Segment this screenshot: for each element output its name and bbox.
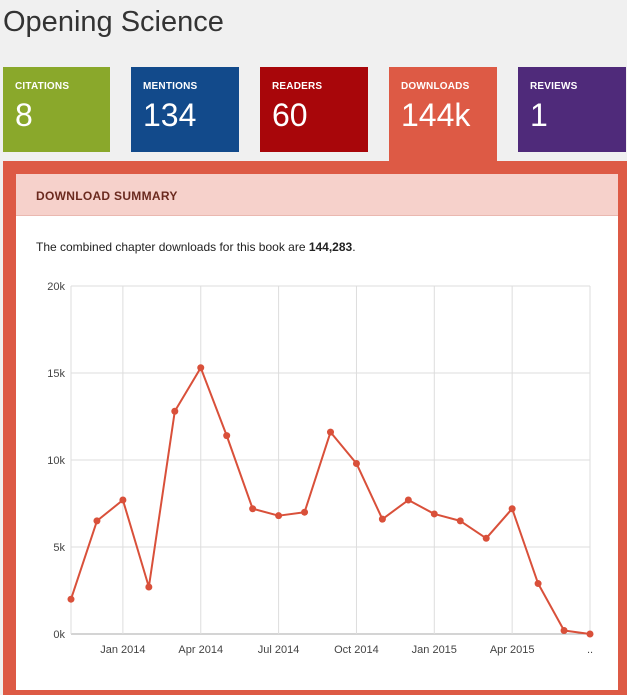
- data-point: [508, 505, 516, 513]
- x-tick-label: Jul 2014: [258, 644, 300, 656]
- data-point: [482, 534, 490, 542]
- data-point: [275, 512, 283, 520]
- x-tick-label: Apr 2014: [178, 644, 223, 656]
- data-point: [301, 508, 309, 516]
- data-point: [430, 510, 438, 518]
- downloads-tile[interactable]: DOWNLOADS 144k: [389, 67, 497, 167]
- summary-text-before: The combined chapter downloads for this …: [36, 240, 309, 254]
- mentions-label: MENTIONS: [143, 81, 198, 92]
- data-point: [378, 515, 386, 523]
- data-point: [352, 459, 360, 467]
- data-point: [534, 580, 542, 588]
- reviews-label: REVIEWS: [530, 81, 578, 92]
- y-tick-label: 15k: [47, 368, 65, 380]
- x-tick-label: ..: [587, 644, 593, 656]
- data-point: [586, 630, 594, 638]
- downloads-label: DOWNLOADS: [401, 81, 470, 92]
- data-point: [145, 583, 153, 591]
- citations-label: CITATIONS: [15, 81, 70, 92]
- citations-tile[interactable]: CITATIONS 8: [3, 67, 110, 152]
- data-point: [119, 496, 127, 504]
- data-point: [456, 517, 464, 525]
- download-summary-text: The combined chapter downloads for this …: [36, 240, 356, 254]
- reviews-value: 1: [530, 97, 548, 133]
- data-point: [223, 432, 231, 440]
- data-point: [197, 364, 205, 372]
- summary-total: 144,283: [308, 240, 353, 254]
- data-point: [249, 505, 257, 513]
- data-point: [327, 428, 334, 436]
- data-point: [171, 407, 179, 415]
- y-tick-label: 0k: [53, 629, 65, 641]
- download-summary-header: DOWNLOAD SUMMARY: [16, 174, 618, 216]
- downloads-value: 144k: [401, 97, 471, 133]
- data-point: [93, 517, 101, 525]
- download-summary-panel: DOWNLOAD SUMMARY The combined chapter do…: [3, 161, 627, 695]
- downloads-line-chart: 0k 5k 10k 15k 20k Jan 2014 Apr 2014 Jul 2014 Oct…: [47, 281, 594, 656]
- download-summary-heading: DOWNLOAD SUMMARY: [36, 189, 178, 203]
- x-tick-label: Jan 2014: [100, 644, 145, 656]
- summary-text-after: .: [352, 240, 356, 254]
- y-tick-label: 5k: [53, 542, 65, 554]
- x-tick-label: Jan 2015: [412, 644, 457, 656]
- mentions-value: 134: [143, 97, 197, 133]
- data-point: [404, 496, 412, 504]
- x-tick-label: Oct 2014: [334, 644, 379, 656]
- data-point: [560, 627, 568, 635]
- mentions-tile[interactable]: MENTIONS 134: [131, 67, 239, 152]
- citations-value: 8: [15, 97, 33, 133]
- y-tick-label: 10k: [47, 455, 65, 467]
- x-tick-label: Apr 2015: [490, 644, 535, 656]
- readers-label: READERS: [272, 81, 323, 92]
- y-tick-label: 20k: [47, 281, 65, 293]
- page-title: Opening Science: [3, 6, 224, 38]
- readers-value: 60: [272, 97, 308, 133]
- data-point: [67, 595, 75, 603]
- download-summary-content: DOWNLOAD SUMMARY The combined chapter do…: [16, 174, 618, 690]
- reviews-tile[interactable]: REVIEWS 1: [518, 67, 626, 152]
- readers-tile[interactable]: READERS 60: [260, 67, 368, 152]
